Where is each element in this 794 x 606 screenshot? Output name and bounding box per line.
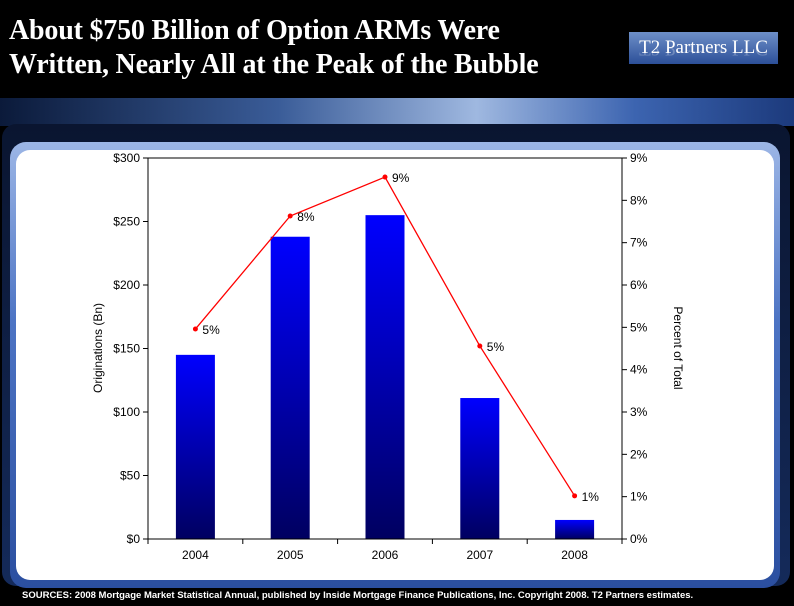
bar-2007 bbox=[460, 398, 500, 539]
y2-tick-label: 7% bbox=[630, 236, 648, 250]
y2-tick-label: 1% bbox=[630, 490, 648, 504]
x-tick-label: 2004 bbox=[182, 548, 209, 562]
bar-2005 bbox=[270, 236, 310, 540]
y-tick-label: $300 bbox=[113, 151, 140, 165]
x-tick-label: 2006 bbox=[372, 548, 399, 562]
title-line-1: About $750 Billion of Option ARMs Were bbox=[9, 15, 500, 46]
y-tick-label: $150 bbox=[113, 342, 140, 356]
percent-point-2007 bbox=[477, 343, 483, 349]
y-tick-label: $100 bbox=[113, 405, 140, 419]
percent-data-label: 5% bbox=[487, 340, 505, 354]
percent-data-label: 9% bbox=[392, 171, 410, 185]
y2-tick-label: 5% bbox=[630, 320, 648, 334]
percent-data-label: 5% bbox=[202, 323, 220, 337]
y-tick-label: $50 bbox=[120, 469, 140, 483]
title-line-2: Written, Nearly All at the Peak of the B… bbox=[9, 49, 539, 80]
percent-point-2008 bbox=[572, 493, 578, 499]
y2-axis-title: Percent of Total bbox=[671, 306, 685, 389]
company-logo: T2 Partners LLC bbox=[629, 32, 778, 64]
decorative-band bbox=[0, 98, 794, 126]
y-axis-title: Originations (Bn) bbox=[91, 303, 105, 393]
percent-point-2006 bbox=[382, 174, 388, 180]
x-tick-label: 2008 bbox=[561, 548, 588, 562]
y-tick-label: $200 bbox=[113, 278, 140, 292]
y2-tick-label: 9% bbox=[630, 151, 648, 165]
bar-2008 bbox=[555, 519, 595, 539]
sources-footnote: SOURCES: 2008 Mortgage Market Statistica… bbox=[22, 590, 694, 601]
bar-2004 bbox=[175, 354, 215, 539]
slide-header: About $750 Billion of Option ARMs Were W… bbox=[0, 0, 794, 98]
y-tick-label: $0 bbox=[127, 532, 141, 546]
y2-tick-label: 3% bbox=[630, 405, 648, 419]
percent-data-label: 8% bbox=[297, 210, 315, 224]
y2-tick-label: 2% bbox=[630, 447, 648, 461]
percent-data-label: 1% bbox=[582, 490, 600, 504]
y2-tick-label: 8% bbox=[630, 193, 648, 207]
y-tick-label: $250 bbox=[113, 215, 140, 229]
y2-tick-label: 0% bbox=[630, 532, 648, 546]
bar-2006 bbox=[365, 215, 405, 539]
percent-point-2005 bbox=[287, 213, 293, 219]
x-tick-label: 2005 bbox=[277, 548, 304, 562]
percent-point-2004 bbox=[192, 326, 198, 332]
x-tick-label: 2007 bbox=[466, 548, 493, 562]
slide-title: About $750 Billion of Option ARMs Were W… bbox=[9, 14, 539, 82]
y2-tick-label: 4% bbox=[630, 363, 648, 377]
y2-tick-label: 6% bbox=[630, 278, 648, 292]
